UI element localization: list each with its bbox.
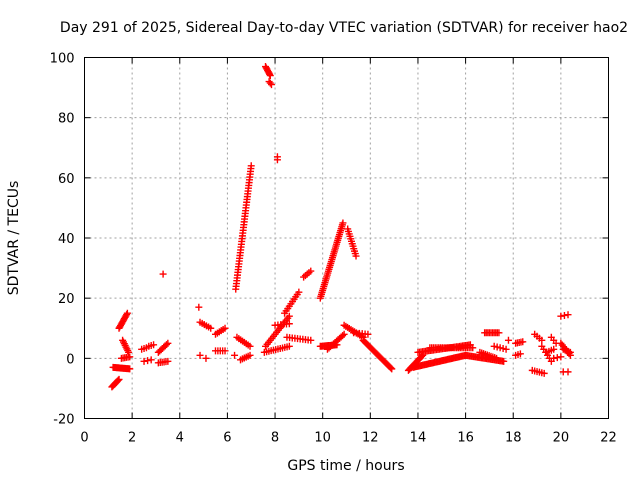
data-point	[140, 357, 148, 365]
data-point	[540, 369, 548, 377]
y-tick-label: 20	[58, 292, 75, 307]
data-point	[202, 354, 210, 362]
data-point	[126, 365, 134, 373]
data-point	[247, 162, 255, 170]
chart-title: Day 291 of 2025, Sidereal Day-to-day VTE…	[60, 20, 628, 36]
data-point	[560, 311, 568, 319]
data-point	[307, 336, 315, 344]
data-point	[221, 324, 229, 332]
data-point	[266, 79, 274, 87]
data-point	[564, 368, 572, 376]
data-point	[164, 339, 172, 347]
data-point	[246, 342, 254, 350]
data-point	[469, 344, 477, 352]
data-point	[295, 288, 303, 296]
data-point	[159, 270, 167, 278]
y-tick-label: 60	[58, 172, 75, 187]
data-point	[339, 219, 347, 227]
x-tick-label: 12	[362, 431, 379, 446]
data-point	[550, 345, 558, 353]
y-tick-label: -20	[53, 413, 74, 428]
x-tick-label: 10	[314, 431, 331, 446]
y-tick-label: 100	[50, 52, 75, 67]
data-point	[164, 357, 172, 365]
data-point	[557, 353, 565, 361]
data-point	[516, 350, 524, 358]
data-point	[150, 341, 158, 349]
data-point	[307, 267, 315, 275]
y-axis-label: SDTVAR / TECUs	[6, 181, 22, 296]
y-tick-label: 40	[58, 232, 75, 247]
grid	[84, 57, 609, 419]
data-point	[115, 375, 123, 383]
data-point	[493, 354, 501, 362]
data-point	[352, 252, 360, 260]
x-tick-label: 6	[223, 431, 231, 446]
x-tick-label: 20	[553, 431, 570, 446]
data-point	[163, 341, 171, 349]
data-point	[246, 351, 254, 359]
y-tick-label: 0	[66, 352, 74, 367]
x-tick-label: 2	[128, 431, 136, 446]
data-point	[196, 351, 204, 359]
data-point	[144, 357, 152, 365]
x-axis-label: GPS time / hours	[287, 458, 404, 474]
data-point	[500, 357, 508, 365]
data-point	[273, 153, 281, 161]
data-point	[564, 311, 572, 319]
data-point	[267, 81, 275, 89]
data-point	[364, 330, 372, 338]
data-point	[114, 376, 122, 384]
data-point	[195, 303, 203, 311]
data-points	[108, 63, 574, 391]
x-tick-label: 0	[80, 431, 88, 446]
data-point	[285, 342, 293, 350]
data-point	[519, 338, 527, 346]
x-tick-label: 16	[457, 431, 474, 446]
x-tick-label: 8	[271, 431, 279, 446]
axis-ticks: 0 2 4 6 8 10 12 14 16 18 20 22 -20 0 20 40 60 80 100	[50, 52, 617, 446]
data-point	[231, 351, 239, 359]
data-point	[123, 309, 131, 317]
data-point	[285, 320, 293, 328]
data-point	[504, 336, 512, 344]
data-point	[495, 329, 503, 337]
data-point	[538, 336, 546, 344]
data-point	[388, 365, 396, 373]
x-tick-label: 14	[410, 431, 427, 446]
data-point	[207, 324, 215, 332]
x-tick-label: 22	[600, 431, 617, 446]
x-tick-label: 18	[505, 431, 522, 446]
data-point	[550, 354, 558, 362]
x-tick-label: 4	[176, 431, 184, 446]
data-point	[557, 312, 565, 320]
data-point	[221, 347, 229, 355]
data-point	[566, 348, 574, 356]
data-point	[266, 72, 274, 80]
y-tick-label: 80	[58, 112, 75, 127]
data-point	[339, 332, 347, 340]
data-point	[340, 330, 348, 338]
data-point	[285, 312, 293, 320]
data-point	[126, 353, 134, 361]
data-point	[502, 345, 510, 353]
data-point	[123, 311, 131, 319]
data-point	[553, 354, 561, 362]
data-point	[387, 364, 395, 372]
data-point	[147, 356, 155, 364]
